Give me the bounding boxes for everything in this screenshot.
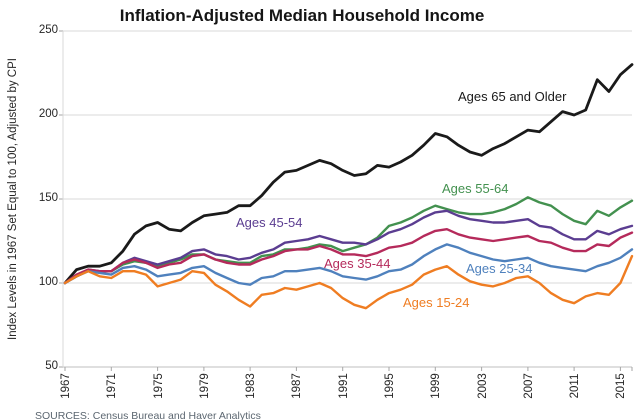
x-axis-tick-label: 2007 [522, 373, 535, 399]
source-note: SOURCES: Census Bureau and Haver Analyti… [35, 410, 261, 420]
y-axis-tick-label: 150 [38, 192, 58, 204]
x-axis-tick-label: 1967 [60, 373, 72, 399]
y-axis-tick-label: 50 [45, 360, 58, 372]
x-axis-tick-label: 1999 [430, 373, 443, 399]
series-label-ages-15-24: Ages 15-24 [403, 295, 470, 310]
x-axis-tick-label: 2003 [476, 373, 489, 399]
x-axis-tick-label: 1995 [384, 373, 396, 399]
x-axis-tick-label: 1979 [198, 373, 211, 399]
x-axis-tick-label: 2011 [569, 373, 582, 399]
series-label-ages-35-44: Ages 35-44 [324, 256, 391, 271]
x-axis-tick-label: 2015 [615, 373, 628, 399]
x-axis-tick-label: 1983 [245, 373, 258, 399]
y-axis-tick-label: 250 [38, 24, 58, 36]
x-axis-tick-label: 1971 [106, 373, 119, 399]
y-axis-tick-label: 100 [38, 276, 58, 288]
series-label-ages-45-54: Ages 45-54 [236, 215, 303, 230]
series-label-ages-25-34: Ages 25-34 [466, 261, 533, 276]
series-label-ages-55-64: Ages 55-64 [442, 181, 509, 196]
x-axis-tick-label: 1975 [152, 373, 165, 399]
series-label-ages-65-and-older: Ages 65 and Older [458, 89, 567, 104]
chart-title: Inflation-Adjusted Median Household Inco… [119, 6, 485, 25]
x-axis-tick-label: 1987 [291, 373, 304, 399]
y-axis-tick-label: 200 [38, 108, 58, 120]
x-axis-tick-label: 1991 [337, 373, 350, 399]
